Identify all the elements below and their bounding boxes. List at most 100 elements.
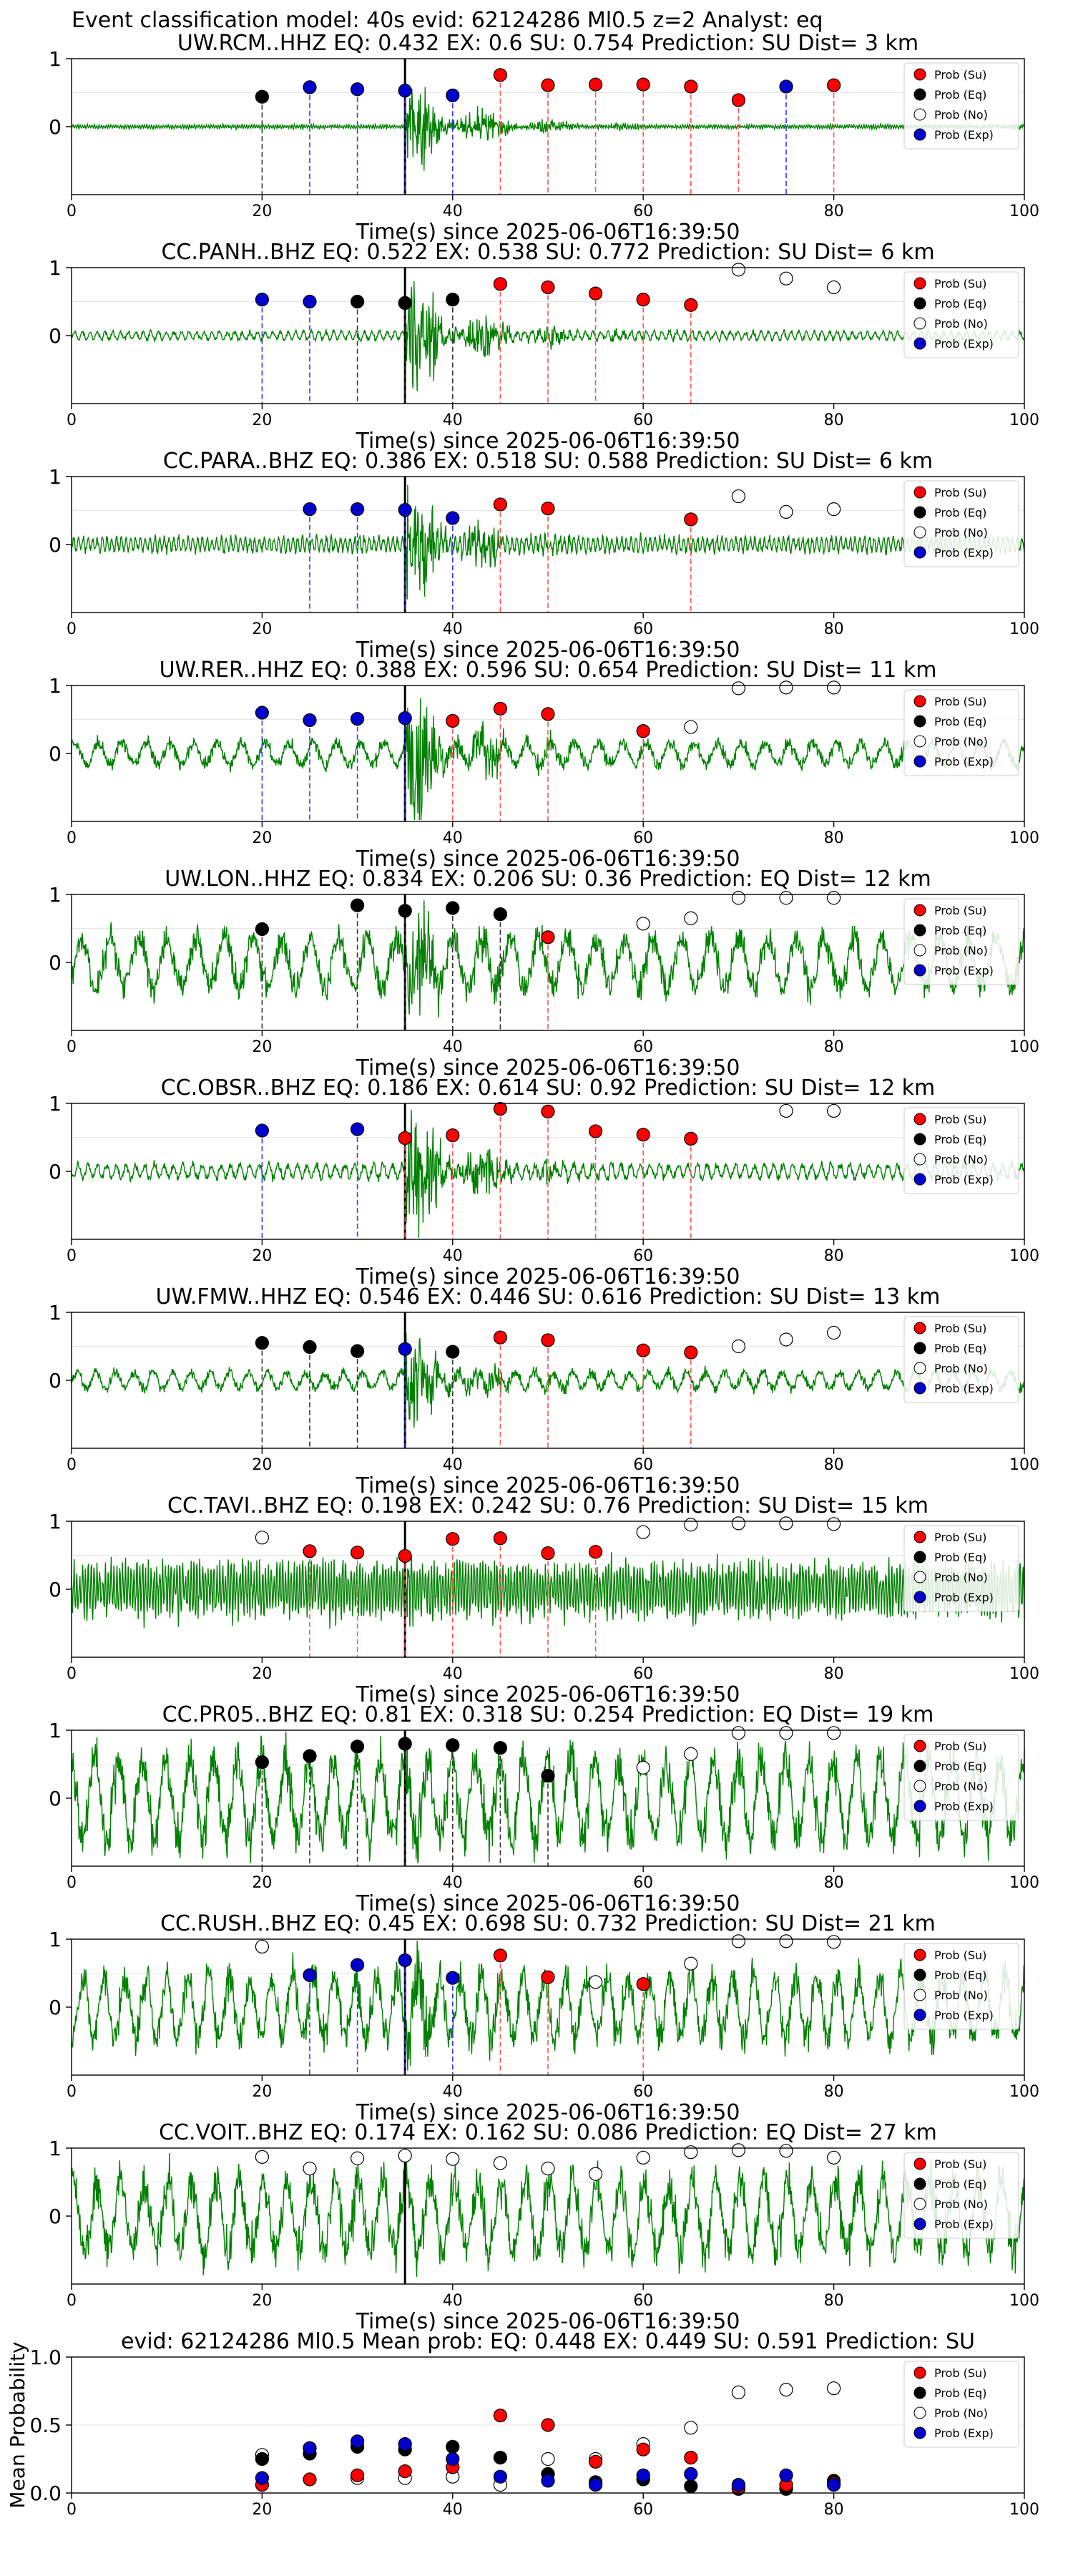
prob-point-no: [779, 1103, 793, 1118]
prob-point-su: [636, 1343, 650, 1357]
legend-label: Prob (No): [934, 1362, 988, 1375]
x-tick-label: 20: [252, 1456, 272, 1474]
y-tick-label: 0: [49, 1996, 62, 2019]
prob-point-exp: [351, 82, 365, 97]
prob-point-exp: [398, 1342, 412, 1356]
legend-marker-su: [913, 1740, 926, 1752]
x-tick-label: 60: [633, 411, 653, 429]
prob-point-eq: [398, 1737, 412, 1751]
mean-point-eq: [255, 2451, 269, 2467]
x-axis-label: Time(s) since 2025-06-06T16:39:50: [356, 1682, 740, 1707]
prob-point-no: [684, 1747, 698, 1761]
mean-point-no: [684, 2421, 698, 2435]
prob-point-no: [826, 891, 841, 905]
prob-point-su: [446, 1128, 460, 1143]
prob-point-no: [731, 2143, 746, 2157]
waveform-trace: [71, 2152, 1025, 2278]
prob-point-no: [351, 2151, 365, 2165]
x-tick-label: 0: [67, 620, 77, 638]
panel-4: UW.RER..HHZ EQ: 0.388 EX: 0.596 SU: 0.65…: [49, 658, 1039, 872]
y-tick-label: 0: [49, 1160, 62, 1184]
legend-label: Prob (Eq): [934, 506, 986, 519]
prob-point-eq: [398, 296, 412, 310]
legend-marker-eq: [913, 1342, 926, 1355]
prob-point-no: [779, 680, 793, 695]
legend-box: [903, 271, 1019, 358]
prob-point-su: [636, 293, 650, 307]
y-tick-label: 0: [49, 1787, 62, 1810]
legend-marker-no: [913, 108, 926, 121]
prob-point-su: [541, 78, 555, 92]
mean-point-eq: [684, 2479, 698, 2494]
x-axis-label: Time(s) since 2025-06-06T16:39:50: [356, 2100, 740, 2125]
prob-point-no: [446, 2152, 460, 2166]
y-tick-label: 0: [49, 2205, 62, 2228]
legend-label: Prob (Exp): [934, 2218, 994, 2231]
panel-9: CC.PR05..BHZ EQ: 0.81 EX: 0.318 SU: 0.25…: [49, 1702, 1039, 1916]
prob-point-exp: [446, 88, 460, 102]
prob-point-su: [636, 1977, 650, 1991]
prob-point-eq: [493, 1741, 508, 1755]
legend-marker-eq: [913, 88, 926, 101]
legend-marker-eq: [913, 2177, 926, 2190]
legend-marker-su: [913, 2366, 926, 2379]
prob-point-exp: [398, 502, 412, 517]
prob-point-no: [779, 271, 793, 286]
prob-point-no: [731, 1934, 746, 1948]
x-tick-label: 100: [1009, 1665, 1039, 1683]
prob-point-eq: [255, 89, 269, 104]
prob-point-no: [826, 1103, 841, 1118]
x-tick-label: 100: [1009, 2083, 1039, 2101]
x-tick-label: 20: [252, 829, 272, 847]
prob-point-no: [636, 917, 650, 931]
prob-point-no: [779, 1332, 793, 1347]
mean-point-su: [541, 2418, 555, 2432]
x-tick-label: 40: [443, 829, 463, 847]
mean-point-su: [303, 2472, 317, 2487]
prob-point-exp: [255, 706, 269, 720]
y-tick-label: 1: [49, 1928, 62, 1951]
prob-point-no: [826, 1325, 841, 1340]
legend-box: [903, 1734, 1019, 1821]
prob-point-su: [493, 68, 508, 82]
prob-point-no: [779, 2144, 793, 2158]
legend-label: Prob (Eq): [934, 1133, 986, 1146]
prob-point-eq: [446, 1345, 460, 1359]
prob-point-su: [588, 286, 603, 301]
prob-point-no: [779, 1726, 793, 1740]
y-tick-label: 1: [49, 47, 62, 71]
prob-point-no: [826, 1517, 841, 1531]
x-tick-label: 80: [824, 1874, 844, 1892]
prob-point-su: [493, 1330, 508, 1345]
prob-point-exp: [303, 713, 317, 728]
y-tick-label: 1: [49, 465, 62, 489]
legend-marker-no: [913, 735, 926, 748]
x-tick-label: 100: [1009, 1874, 1039, 1892]
x-axis-label: Time(s) since 2025-06-06T16:39:50: [356, 1055, 740, 1080]
legend-marker-su: [913, 1948, 926, 1961]
x-tick-label: 100: [1009, 2292, 1039, 2310]
mean-point-exp: [351, 2434, 365, 2449]
mean-point-su: [588, 2454, 603, 2469]
legend-marker-exp: [913, 1591, 926, 1604]
x-tick-label: 0: [67, 1665, 77, 1683]
y-tick-label: 0.5: [29, 2414, 62, 2437]
x-tick-label: 40: [443, 203, 463, 220]
x-tick-label: 80: [824, 2501, 844, 2519]
legend-marker-no: [913, 944, 926, 957]
mean-point-su: [493, 2409, 508, 2423]
x-axis-label: Time(s) since 2025-06-06T16:39:50: [356, 2309, 740, 2334]
waveform-trace: [71, 280, 1025, 391]
x-tick-label: 80: [824, 2083, 844, 2101]
y-tick-label: 0: [49, 324, 62, 348]
x-tick-label: 60: [633, 2083, 653, 2101]
x-axis-label: Time(s) since 2025-06-06T16:39:50: [356, 1891, 740, 1916]
x-tick-label: 40: [443, 2501, 463, 2519]
x-tick-label: 100: [1009, 203, 1039, 220]
prob-point-exp: [303, 502, 317, 517]
legend-marker-no: [913, 1780, 926, 1792]
prob-point-exp: [303, 1968, 317, 1982]
legend-marker-exp: [913, 1800, 926, 1813]
prob-point-su: [398, 1548, 412, 1563]
y-tick-label: 0: [49, 1578, 62, 1601]
